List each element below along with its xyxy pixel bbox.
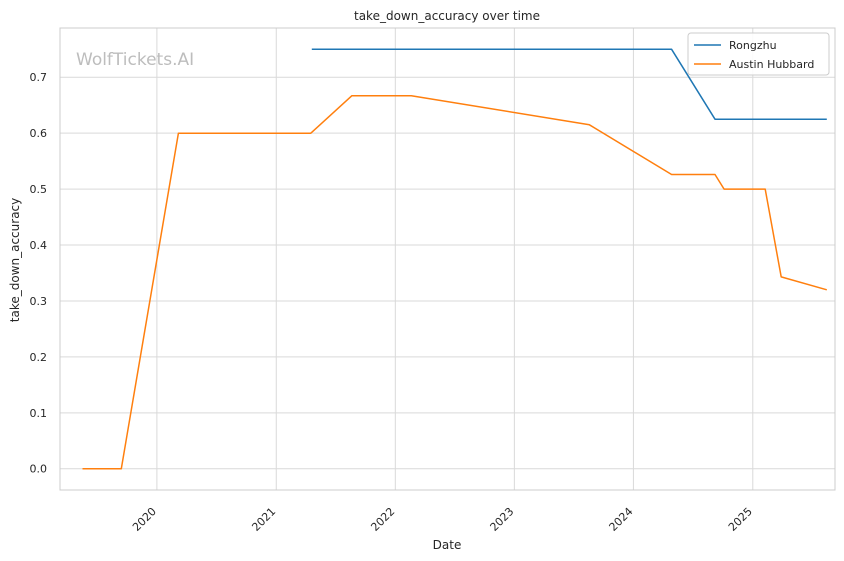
y-tick-label: 0.0	[30, 463, 48, 476]
watermark-text: WolfTickets.AI	[76, 50, 194, 70]
x-tick-label: 2020	[130, 505, 159, 534]
legend-box	[687, 32, 830, 76]
legend-label-rongzhu: Rongzhu	[729, 39, 777, 52]
legend-label-austin-hubbard: Austin Hubbard	[729, 58, 814, 71]
legend: Rongzhu Austin Hubbard	[687, 32, 830, 76]
y-tick-label: 0.3	[30, 295, 48, 308]
y-tick-label: 0.4	[30, 239, 48, 252]
y-tick-label: 0.2	[30, 351, 48, 364]
x-tick-label: 2025	[726, 505, 755, 534]
series-lines	[82, 48, 828, 470]
x-tick-label: 2022	[368, 505, 397, 534]
x-tick-label: 2021	[249, 505, 278, 534]
plot-frame	[59, 27, 836, 491]
y-tick-label: 0.7	[30, 71, 48, 84]
y-tick-label: 0.6	[30, 127, 48, 140]
x-tick-label: 2023	[487, 505, 516, 534]
tick-labels: 0.0 0.1 0.2 0.3 0.4 0.5 0.6 0.7 2020 2021 2022 2023…	[30, 71, 755, 534]
y-tick-label: 0.1	[30, 407, 48, 420]
y-tick-label: 0.5	[30, 183, 48, 196]
y-axis-title: take_down_accuracy	[8, 198, 22, 322]
x-axis-title: Date	[433, 538, 462, 552]
chart-title: take_down_accuracy over time	[354, 9, 540, 23]
series-line-austin-hubbard	[82, 94, 828, 470]
x-tick-label: 2024	[607, 505, 636, 534]
grid	[60, 28, 835, 490]
series-line-rongzhu	[311, 48, 827, 120]
